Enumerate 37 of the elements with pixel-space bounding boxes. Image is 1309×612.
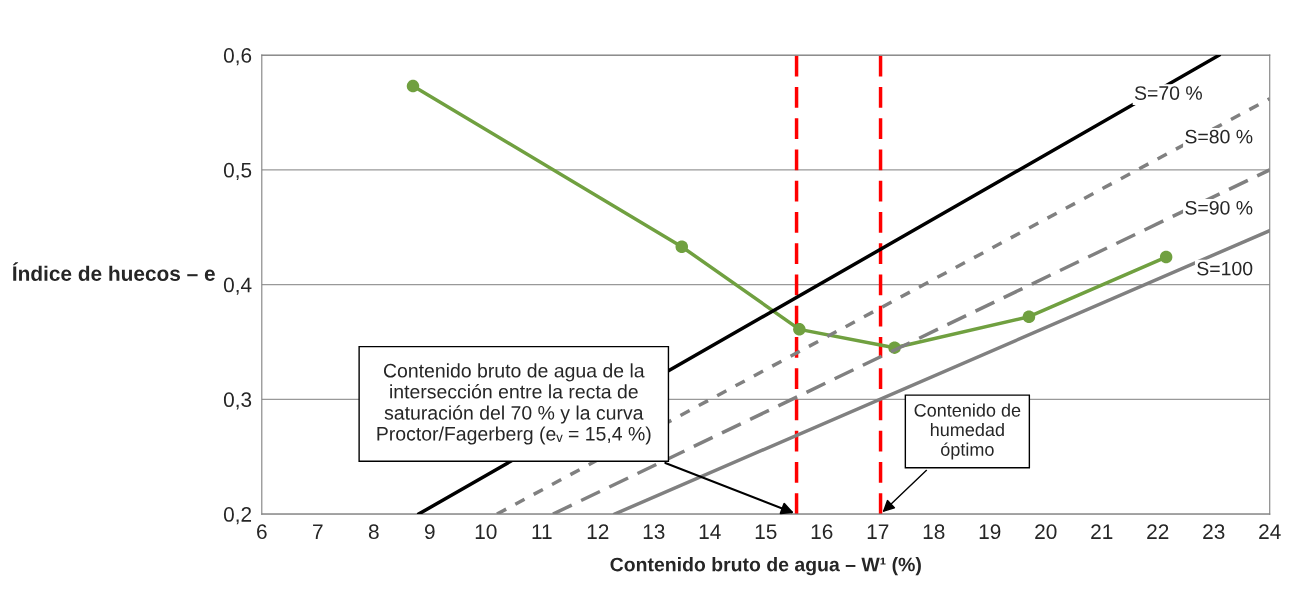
annotation: Contenido de humedad óptimo [914,403,1021,460]
x-tick-label: 10 [475,524,497,540]
x-tick-label: 16 [811,524,833,540]
x-axis-title: Contenido bruto de agua – W¹ (%) [610,557,921,576]
y-tick-label: 0,3 [223,392,252,410]
x-tick-label: 12 [587,524,609,539]
series-label: S=80 % [1185,129,1253,144]
series-label: S=90 % [1185,200,1253,215]
y-axis-title: Índice de huecos – e [12,262,215,281]
x-tick-label: 6 [257,524,267,540]
x-tick-label: 15 [755,524,777,540]
y-tick-label: 0,4 [223,277,252,295]
x-tick-label: 20 [1035,524,1057,540]
x-tick-label: 8 [368,524,379,540]
x-tick-label: 22 [1147,524,1169,539]
x-tick-label: 21 [1091,524,1113,539]
series-label: S=100 [1197,261,1253,276]
series-label: S=70 % [1134,86,1202,100]
point [675,240,689,253]
point [793,323,806,336]
x-tick-label: 23 [1203,524,1225,540]
y-tick-label: 0,5 [223,162,252,181]
x-tick-label: 19 [979,524,1001,540]
x-tick-label: 7 [313,524,323,539]
y-tick-label: 0,6 [223,48,252,66]
point [1022,310,1036,323]
x-tick-label: 9 [424,524,435,540]
x-tick-label: 17 [867,524,889,539]
x-tick-label: 13 [643,524,665,540]
annotation: Contenido bruto de agua de la intersección entre la recta de saturación del 70 % y la curva Proctor/Fagerberg (eᵥ = 15,4 %) [377,363,651,445]
point [1159,250,1173,264]
point [406,79,420,93]
x-tick-label: 24 [1259,524,1281,539]
x-tick-label: 18 [923,524,945,540]
x-tick-label: 14 [699,524,721,539]
x-tick-label: 11 [532,524,552,539]
y-tick-label: 0,2 [223,507,252,525]
